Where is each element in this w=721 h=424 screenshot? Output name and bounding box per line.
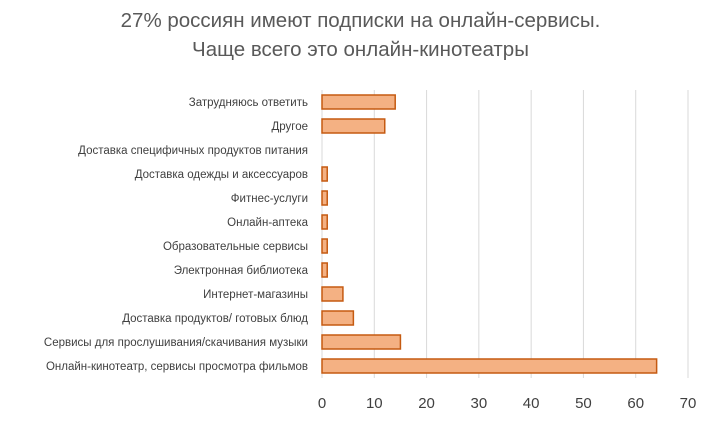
category-label: Доставка одежды и аксессуаров [135, 169, 308, 181]
bar [321, 214, 328, 230]
category-label: Сервисы для прослушивания/скачивания муз… [44, 337, 308, 349]
category-label: Образовательные сервисы [163, 241, 308, 253]
category-label: Онлайн-аптека [227, 217, 308, 229]
chart-title-line-2: Чаще всего это онлайн-кинотеатры [192, 38, 529, 61]
category-label: Фитнес-услуги [231, 193, 308, 205]
x-tick-label: 0 [318, 395, 326, 412]
category-label: Интернет-магазины [203, 289, 308, 301]
bar [321, 262, 328, 278]
x-tick-label: 50 [575, 395, 592, 412]
bar [321, 358, 658, 374]
bar [321, 94, 396, 110]
x-tick-label: 20 [418, 395, 435, 412]
bar [321, 310, 355, 326]
category-label: Доставка специфичных продуктов питания [78, 145, 308, 157]
category-label: Онлайн-кинотеатр, сервисы просмотра филь… [46, 361, 308, 373]
bar [321, 286, 344, 302]
chart-title: 27% россиян имеют подписки на онлайн-сер… [0, 6, 721, 64]
x-tick-label: 10 [366, 395, 383, 412]
bar [321, 118, 386, 134]
x-tick-label: 60 [627, 395, 644, 412]
x-tick-label: 70 [680, 395, 697, 412]
bar [321, 166, 328, 182]
chart-title-line-1: 27% россиян имеют подписки на онлайн-сер… [120, 9, 601, 32]
bar [321, 190, 328, 206]
bar [321, 238, 328, 254]
category-label: Другое [271, 121, 308, 133]
category-label: Электронная библиотека [174, 265, 309, 277]
x-tick-label: 30 [471, 395, 488, 412]
x-tick-label: 40 [523, 395, 540, 412]
bar [321, 334, 402, 350]
category-label: Затрудняюсь ответить [189, 97, 308, 109]
category-label: Доставка продуктов/ готовых блюд [122, 313, 308, 325]
